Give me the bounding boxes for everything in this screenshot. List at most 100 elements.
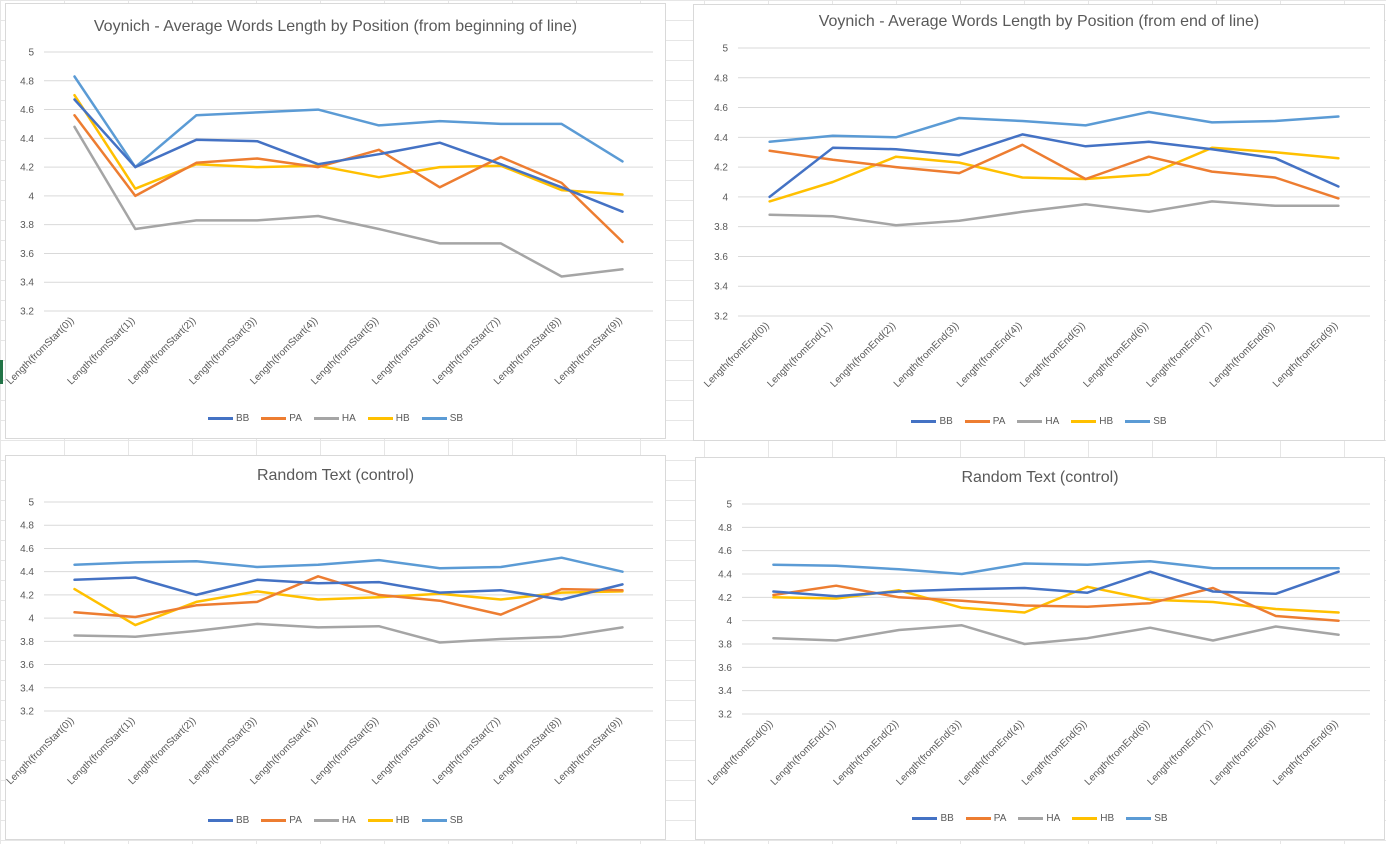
legend-label: BB (939, 416, 953, 427)
legend-item-ha: HA (313, 413, 356, 424)
legend-swatch (421, 417, 447, 420)
y-tick-label: 3.2 (714, 312, 728, 323)
x-tick-label: Length(fromStart(2)) (127, 315, 199, 387)
y-tick-label: 4 (28, 614, 34, 625)
y-tick-label: 4.4 (714, 133, 728, 144)
x-tick-label: Length(fromEnd(4)) (957, 718, 1026, 787)
y-tick-label: 4.8 (20, 76, 34, 87)
legend-label: SB (1153, 416, 1167, 427)
y-tick-label: 4.6 (718, 546, 732, 557)
y-tick-label: 3.6 (714, 252, 728, 263)
legend-label: HA (1046, 813, 1061, 824)
x-tick-label: Length(fromStart(7)) (431, 715, 503, 787)
chart-legend: BB PA HA HB SB (6, 815, 665, 826)
chart-voynich-from-start[interactable]: Voynich - Average Words Length by Positi… (5, 3, 666, 439)
legend-item-pa: PA (964, 416, 1005, 427)
x-tick-label: Length(fromEnd(6)) (1081, 320, 1150, 389)
y-tick-label: 4.2 (20, 590, 34, 601)
x-tick-label: Length(fromEnd(1)) (765, 320, 834, 389)
x-tick-label: Length(fromEnd(3)) (894, 718, 963, 787)
x-tick-label: Length(fromStart(9)) (553, 315, 625, 387)
legend-item-sb: SB (1125, 416, 1167, 427)
legend-label: PA (993, 813, 1007, 824)
y-tick-label: 3.6 (20, 660, 34, 671)
legend-item-sb: SB (421, 413, 463, 424)
y-tick-label: 4.4 (718, 570, 732, 581)
y-tick-label: 4.8 (714, 73, 728, 84)
series-line-hb (768, 146, 1340, 203)
chart-random-from-start[interactable]: Random Text (control) 3.2 3.4 3.6 3.8 4 4.2 4.… (5, 455, 666, 840)
x-tick-label: Length(fromEnd(9)) (1271, 320, 1340, 389)
y-tick-label: 3.4 (20, 683, 34, 694)
legend-label: HA (341, 413, 356, 424)
y-tick-label: 3.8 (718, 640, 732, 651)
series-line-bb (772, 570, 1340, 598)
legend-swatch (421, 819, 447, 822)
series-line-ha (73, 125, 624, 278)
series-line-bb (768, 133, 1340, 199)
legend-label: HB (1100, 813, 1115, 824)
legend-label: BB (940, 813, 954, 824)
legend-label: BB (235, 815, 250, 826)
legend-item-bb: BB (207, 815, 250, 826)
y-tick-label: 3.8 (20, 220, 34, 231)
y-tick-label: 3.4 (20, 278, 34, 289)
legend-swatch (207, 819, 233, 822)
x-tick-label: Length(fromEnd(9)) (1271, 718, 1340, 787)
series-line-sb (768, 110, 1340, 144)
legend-label: HA (1045, 416, 1060, 427)
legend-swatch (313, 417, 339, 420)
x-tick-label: Length(fromStart(1)) (66, 315, 138, 387)
y-tick-label: 3.6 (718, 663, 732, 674)
legend-swatch (367, 819, 393, 822)
legend-item-bb: BB (912, 813, 954, 824)
series-line-sb (73, 75, 624, 169)
legend-item-bb: BB (911, 416, 953, 427)
legend-item-pa: PA (965, 813, 1007, 824)
x-tick-label: Length(fromStart(0)) (6, 315, 77, 387)
y-tick-label: 4.2 (714, 163, 728, 174)
x-tick-label: Length(fromStart(2)) (127, 715, 199, 787)
series-line-pa (73, 575, 624, 619)
y-tick-label: 4.6 (714, 103, 728, 114)
legend-item-ha: HA (1018, 813, 1060, 824)
legend-swatch (1017, 420, 1043, 423)
y-tick-label: 3.2 (718, 710, 732, 721)
y-tick-label: 4 (28, 191, 34, 202)
legend-swatch (367, 417, 393, 420)
chart-title: Random Text (control) (256, 467, 415, 484)
chart-legend: BB PA HA HB SB (694, 416, 1384, 427)
x-tick-label: Length(fromStart(5)) (309, 315, 381, 387)
x-tick-label: Length(fromStart(3)) (187, 315, 259, 387)
legend-swatch (1018, 817, 1044, 820)
legend-item-pa: PA (261, 815, 302, 826)
y-tick-label: 4.2 (20, 163, 34, 174)
series-line-sb (772, 559, 1340, 576)
x-tick-label: Length(fromEnd(1)) (769, 718, 838, 787)
x-tick-label: Length(fromEnd(2)) (832, 718, 901, 787)
y-tick-label: 4.4 (20, 134, 34, 145)
x-tick-label: Length(fromEnd(0)) (706, 718, 775, 787)
x-tick-label: Length(fromEnd(2)) (829, 320, 898, 389)
chart-random-from-end[interactable]: Random Text (control) 3.2 3.4 3.6 3.8 4 4.2 4.… (695, 457, 1385, 840)
x-tick-label: Length(fromStart(6)) (370, 315, 442, 387)
x-tick-label: Length(fromEnd(0)) (702, 320, 771, 389)
legend-item-hb: HB (367, 413, 410, 424)
y-tick-label: 5 (722, 44, 728, 55)
legend-item-hb: HB (367, 815, 410, 826)
series-line-hb (73, 93, 624, 196)
chart-plot: 3.2 3.4 3.6 3.8 4 4.2 4.4 4.6 4.8 5 Length(fromEnd… (706, 500, 1370, 788)
legend-swatch (965, 817, 991, 820)
x-tick-label: Length(fromEnd(5)) (1018, 320, 1087, 389)
chart-plot: 3.2 3.4 3.6 3.8 4 4.2 4.4 4.6 4.8 5 Length(fromEnd… (702, 44, 1370, 390)
x-tick-label: Length(fromStart(7)) (431, 315, 503, 387)
legend-swatch (1125, 420, 1151, 423)
chart-voynich-from-end[interactable]: Voynich - Average Words Length by Positi… (693, 4, 1385, 441)
legend-label: HA (341, 815, 356, 826)
y-tick-label: 4.8 (20, 521, 34, 532)
x-tick-label: Length(fromStart(5)) (309, 715, 381, 787)
legend-label: BB (235, 413, 250, 424)
y-tick-label: 5 (28, 48, 34, 59)
chart-legend: BB PA HA HB SB (6, 413, 665, 424)
y-tick-label: 4.2 (718, 593, 732, 604)
